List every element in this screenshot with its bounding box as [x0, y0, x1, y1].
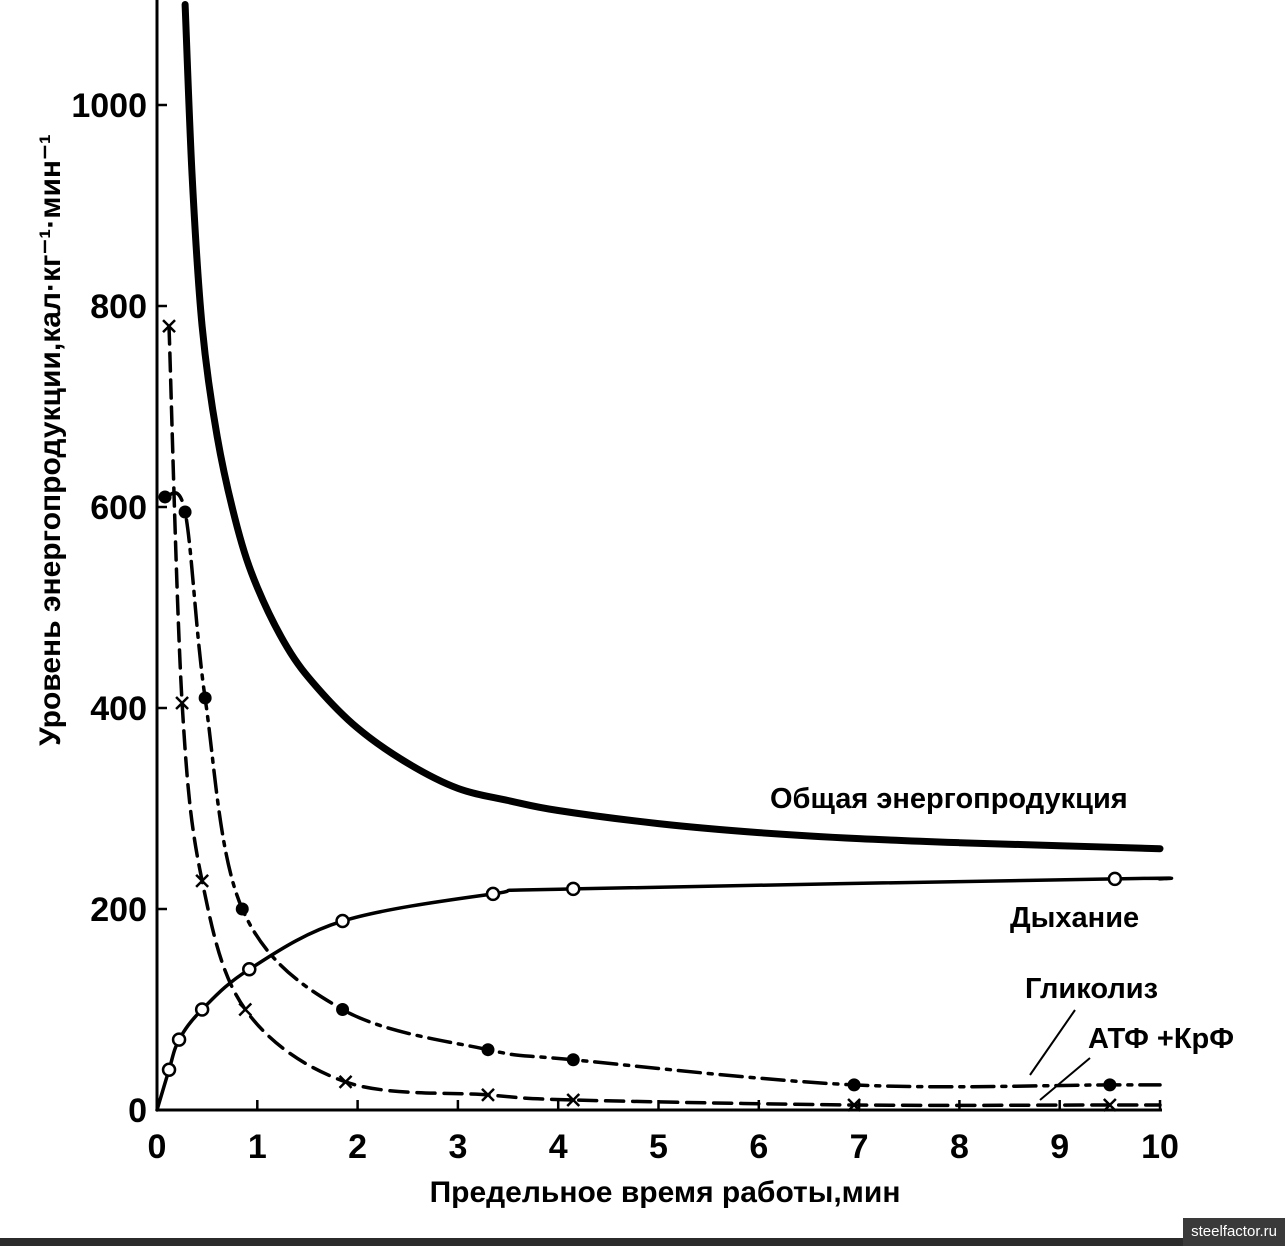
x-tick-label-7: 7	[850, 1128, 869, 1166]
point-respiration-2	[171, 1032, 187, 1047]
bottom-bar	[0, 1238, 1285, 1246]
point-respiration-3	[194, 1002, 210, 1017]
point-respiration-6	[485, 886, 501, 902]
x-tick-label-2: 2	[348, 1128, 367, 1166]
point-respiration-7	[565, 881, 581, 897]
watermark: steelfactor.ru	[1183, 1218, 1285, 1246]
y-tick-label-800: 800	[90, 288, 147, 326]
y-tick-label-0: 0	[128, 1092, 147, 1130]
cross-mark	[162, 319, 176, 333]
point-glycolysis-6	[566, 1053, 580, 1067]
x-tick-label-0: 0	[148, 1128, 167, 1166]
x-tick-label-9: 9	[1050, 1128, 1069, 1166]
x-axis-title: Предельное время работы,мин	[430, 1176, 901, 1209]
y-tick-label-600: 600	[90, 489, 147, 527]
point-glycolysis-3	[235, 902, 249, 916]
x-tick-label-4: 4	[549, 1128, 568, 1166]
axes	[155, 0, 1162, 1112]
point-atp-0	[162, 319, 176, 333]
point-atp-8	[1102, 1098, 1117, 1112]
cross-mark	[566, 1093, 581, 1107]
x-tick-label-8: 8	[950, 1128, 969, 1166]
x-tick-label-3: 3	[448, 1128, 467, 1166]
point-glycolysis-1	[178, 505, 192, 519]
point-respiration-8	[1107, 871, 1123, 887]
point-glycolysis-5	[481, 1043, 495, 1057]
y-tick-label-200: 200	[90, 891, 147, 929]
cross-mark	[238, 1002, 253, 1017]
point-respiration-5	[335, 913, 350, 929]
point-atp-4	[338, 1074, 353, 1089]
series-line-0	[181, 1, 1164, 853]
x-tick-label-6: 6	[749, 1128, 768, 1166]
x-tick-label-10: 10	[1141, 1128, 1179, 1166]
label-glycolysis: Гликолиз	[1025, 973, 1158, 1005]
cross-mark	[175, 696, 189, 710]
cross-mark	[1102, 1098, 1117, 1112]
markers	[158, 319, 1123, 1112]
point-atp-5	[481, 1088, 495, 1102]
label-total-energy: Общая энергопродукция	[770, 783, 1128, 815]
series-line-2	[163, 491, 1162, 1089]
point-glycolysis-2	[198, 691, 212, 705]
cross-mark	[195, 873, 210, 888]
point-glycolysis-0	[158, 490, 172, 504]
curves	[155, 1, 1174, 1112]
tick-labels: 0 1 2 3 4 5 6 7 8 9 10 0 200 400 600 800 1000	[71, 87, 1179, 1166]
label-respiration: Дыхание	[1010, 902, 1139, 934]
point-glycolysis-4	[336, 1003, 350, 1016]
glycolysis-leader-line	[1029, 1009, 1076, 1076]
atp-leader-line	[1039, 1057, 1091, 1101]
point-atp-7	[847, 1098, 861, 1112]
point-respiration-1	[161, 1062, 177, 1078]
point-glycolysis-7	[847, 1078, 861, 1092]
y-axis-title: Уровень энергопродукции,кал·кг⁻¹·мин⁻¹	[34, 134, 67, 746]
cross-mark	[481, 1088, 495, 1102]
label-atp-crp: АТФ +КрФ	[1088, 1023, 1234, 1055]
cross-mark	[338, 1074, 353, 1089]
x-tick-label-5: 5	[649, 1128, 668, 1166]
y-tick-label-1000: 1000	[71, 87, 147, 125]
point-respiration-4	[242, 962, 257, 977]
point-glycolysis-8	[1103, 1078, 1117, 1092]
point-atp-1	[175, 696, 189, 710]
series-line-3	[167, 324, 1162, 1108]
point-atp-2	[195, 873, 210, 888]
y-tick-label-400: 400	[90, 690, 147, 728]
point-atp-3	[238, 1002, 253, 1017]
cross-mark	[847, 1098, 861, 1112]
point-atp-6	[566, 1093, 581, 1107]
x-tick-label-1: 1	[248, 1128, 267, 1166]
